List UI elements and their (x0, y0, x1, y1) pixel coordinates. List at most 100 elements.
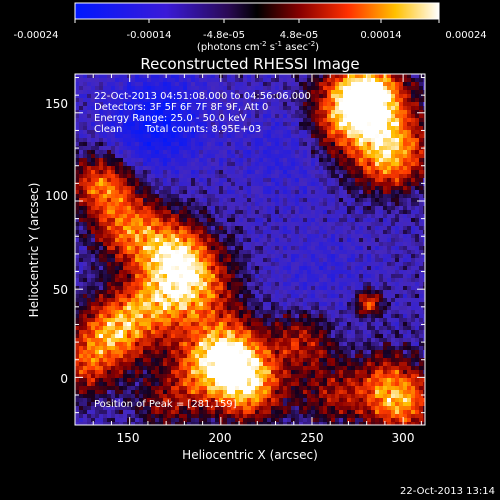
heatmap-cell (131, 266, 135, 270)
heatmap-cell (231, 254, 235, 258)
heatmap-cell (271, 166, 275, 170)
heatmap-cell (91, 254, 95, 258)
heatmap-cell (351, 242, 355, 246)
heatmap-cell (219, 142, 223, 146)
heatmap-cell (399, 282, 403, 286)
heatmap-cell (295, 254, 299, 258)
heatmap-cell (115, 242, 119, 246)
heatmap-cell (95, 238, 99, 242)
heatmap-cell (407, 158, 411, 162)
heatmap-cell (235, 266, 239, 270)
heatmap-cell (263, 282, 267, 286)
heatmap-cell (123, 106, 127, 110)
heatmap-cell (123, 146, 127, 150)
heatmap-cell (131, 234, 135, 238)
heatmap-cell (283, 150, 287, 154)
heatmap-cell (307, 294, 311, 298)
heatmap-cell (179, 106, 183, 110)
heatmap-cell (283, 138, 287, 142)
heatmap-cell (307, 126, 311, 130)
heatmap-cell (331, 226, 335, 230)
heatmap-cell (195, 254, 199, 258)
heatmap-cell (267, 274, 271, 278)
heatmap-cell (199, 294, 203, 298)
heatmap-cell (79, 90, 83, 94)
heatmap-cell (239, 290, 243, 294)
heatmap-cell (383, 94, 387, 98)
heatmap-cell (207, 190, 211, 194)
heatmap-cell (127, 294, 131, 298)
heatmap-cell (375, 158, 379, 162)
heatmap-cell (355, 262, 359, 266)
heatmap-cell (323, 98, 327, 102)
heatmap-cell (75, 294, 79, 298)
heatmap-cell (211, 202, 215, 206)
heatmap-cell (75, 162, 79, 166)
heatmap-cell (103, 210, 107, 214)
heatmap-cell (331, 86, 335, 90)
heatmap-cell (203, 194, 207, 198)
heatmap-cell (291, 102, 295, 106)
heatmap-cell (371, 162, 375, 166)
heatmap-cell (411, 222, 415, 226)
heatmap-cell (159, 82, 163, 86)
heatmap-cell (159, 178, 163, 182)
heatmap-cell (263, 130, 267, 134)
heatmap-cell (359, 262, 363, 266)
heatmap-cell (235, 210, 239, 214)
heatmap-cell (155, 242, 159, 246)
heatmap-cell (75, 250, 79, 254)
heatmap-cell (195, 206, 199, 210)
heatmap-cell (419, 142, 423, 146)
heatmap-cell (259, 106, 263, 110)
heatmap-cell (343, 206, 347, 210)
heatmap-cell (311, 98, 315, 102)
heatmap-cell (127, 222, 131, 226)
heatmap-cell (339, 222, 343, 226)
heatmap-cell (347, 150, 351, 154)
heatmap-cell (115, 114, 119, 118)
heatmap-cell (91, 202, 95, 206)
heatmap-cell (307, 290, 311, 294)
heatmap-cell (379, 174, 383, 178)
heatmap-cell (311, 162, 315, 166)
heatmap-cell (307, 74, 311, 78)
heatmap-cell (87, 138, 91, 142)
heatmap-cell (255, 174, 259, 178)
heatmap-cell (147, 90, 151, 94)
heatmap-cell (155, 226, 159, 230)
heatmap-cell (295, 94, 299, 98)
heatmap-cell (115, 74, 119, 78)
heatmap-cell (387, 274, 391, 278)
heatmap-cell (131, 270, 135, 274)
heatmap-cell (319, 222, 323, 226)
heatmap-cell (195, 82, 199, 86)
heatmap-cell (143, 82, 147, 86)
heatmap-cell (87, 162, 91, 166)
heatmap-cell (359, 210, 363, 214)
heatmap-cell (123, 266, 127, 270)
heatmap-cell (347, 190, 351, 194)
heatmap-cell (231, 166, 235, 170)
heatmap-cell (279, 90, 283, 94)
heatmap-cell (119, 86, 123, 90)
heatmap-cell (351, 126, 355, 130)
heatmap-cell (119, 130, 123, 134)
heatmap-cell (359, 94, 363, 98)
heatmap-cell (283, 226, 287, 230)
heatmap-cell (215, 114, 219, 118)
heatmap-cell (347, 186, 351, 190)
heatmap-cell (323, 150, 327, 154)
heatmap-cell (275, 258, 279, 262)
heatmap-cell (331, 110, 335, 114)
heatmap-cell (123, 206, 127, 210)
heatmap-cell (135, 242, 139, 246)
heatmap-cell (163, 170, 167, 174)
heatmap-cell (111, 146, 115, 150)
heatmap-cell (203, 86, 207, 90)
heatmap-cell (183, 298, 187, 302)
heatmap-cell (315, 278, 319, 282)
heatmap-cell (203, 250, 207, 254)
heatmap-cell (135, 230, 139, 234)
heatmap-cell (263, 206, 267, 210)
